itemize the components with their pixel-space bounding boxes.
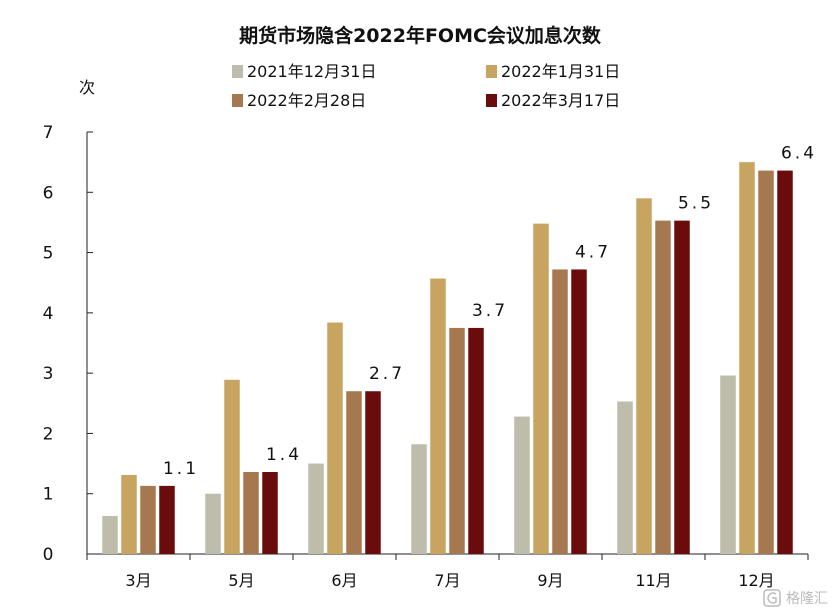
bar [514,416,530,554]
data-label: 3.7 [472,301,508,321]
legend: 2021年12月31日 2022年1月31日 2022年2月28日 2022年3月17… [232,62,620,110]
bar [777,170,793,554]
x-tick-label: 9月 [537,571,563,590]
bar [102,516,118,554]
y-tick-label: 5 [43,244,54,264]
bar [346,391,362,554]
bar [308,463,324,554]
watermark-text: 格隆汇 [786,591,828,607]
bar [205,493,221,554]
bar [571,269,587,554]
bar [758,170,774,554]
y-tick-label: 3 [43,364,54,384]
x-tick-label: 7月 [434,571,460,590]
bar [468,327,484,554]
x-tick-label: 12月 [738,571,774,590]
y-tick-label: 7 [43,123,54,143]
bar [449,327,465,554]
legend-swatch [486,94,497,107]
bar [159,485,175,554]
y-axis: 0 1 2 3 4 5 6 7 [43,123,93,565]
y-tick-label: 0 [43,545,54,565]
bar [739,162,755,554]
y-axis-label: 次 [79,78,95,97]
x-axis: 3月 5月 6月 7月 9月 11月 12月 [86,553,809,590]
data-labels: 1.1 1.4 2.7 3.7 4.7 5.5 6.4 [163,144,817,479]
data-label: 4.7 [575,242,611,262]
bar [636,198,652,555]
data-label: 5.5 [678,194,714,214]
data-label: 2.7 [369,364,405,384]
chart-title: 期货市场隐含2022年FOMC会议加息次数 [239,24,602,47]
bar [617,401,633,554]
bar [533,223,549,555]
bar [655,220,671,554]
bar [121,475,137,554]
bar [552,269,568,554]
bar [327,322,343,554]
bar [430,278,446,554]
legend-swatch [232,94,243,107]
x-tick-label: 11月 [635,571,671,590]
bars [102,162,793,555]
x-tick-label: 6月 [331,571,357,590]
legend-swatch [232,65,243,78]
bar [720,375,736,554]
legend-label: 2022年3月17日 [501,91,620,110]
x-tick-label: 5月 [228,571,254,590]
y-tick-label: 6 [43,183,54,203]
bar [411,444,427,554]
bar [224,379,240,554]
bar [262,472,278,554]
y-tick-label: 4 [43,304,54,324]
watermark-logo-frame [763,589,781,607]
y-tick-label: 2 [43,424,54,444]
legend-swatch [486,65,497,78]
legend-label: 2021年12月31日 [247,62,376,81]
y-tick-label: 1 [43,485,54,505]
data-label: 6.4 [781,144,817,164]
legend-label: 2022年2月28日 [247,91,366,110]
bar [243,472,259,554]
watermark-logo-glyph [767,592,777,604]
legend-label: 2022年1月31日 [501,62,620,81]
data-label: 1.4 [266,445,302,465]
bar [365,391,381,554]
data-label: 1.1 [163,459,199,479]
x-tick-label: 3月 [125,571,151,590]
bar [140,485,156,554]
watermark-logo-icon [763,589,781,607]
bar [674,220,690,554]
